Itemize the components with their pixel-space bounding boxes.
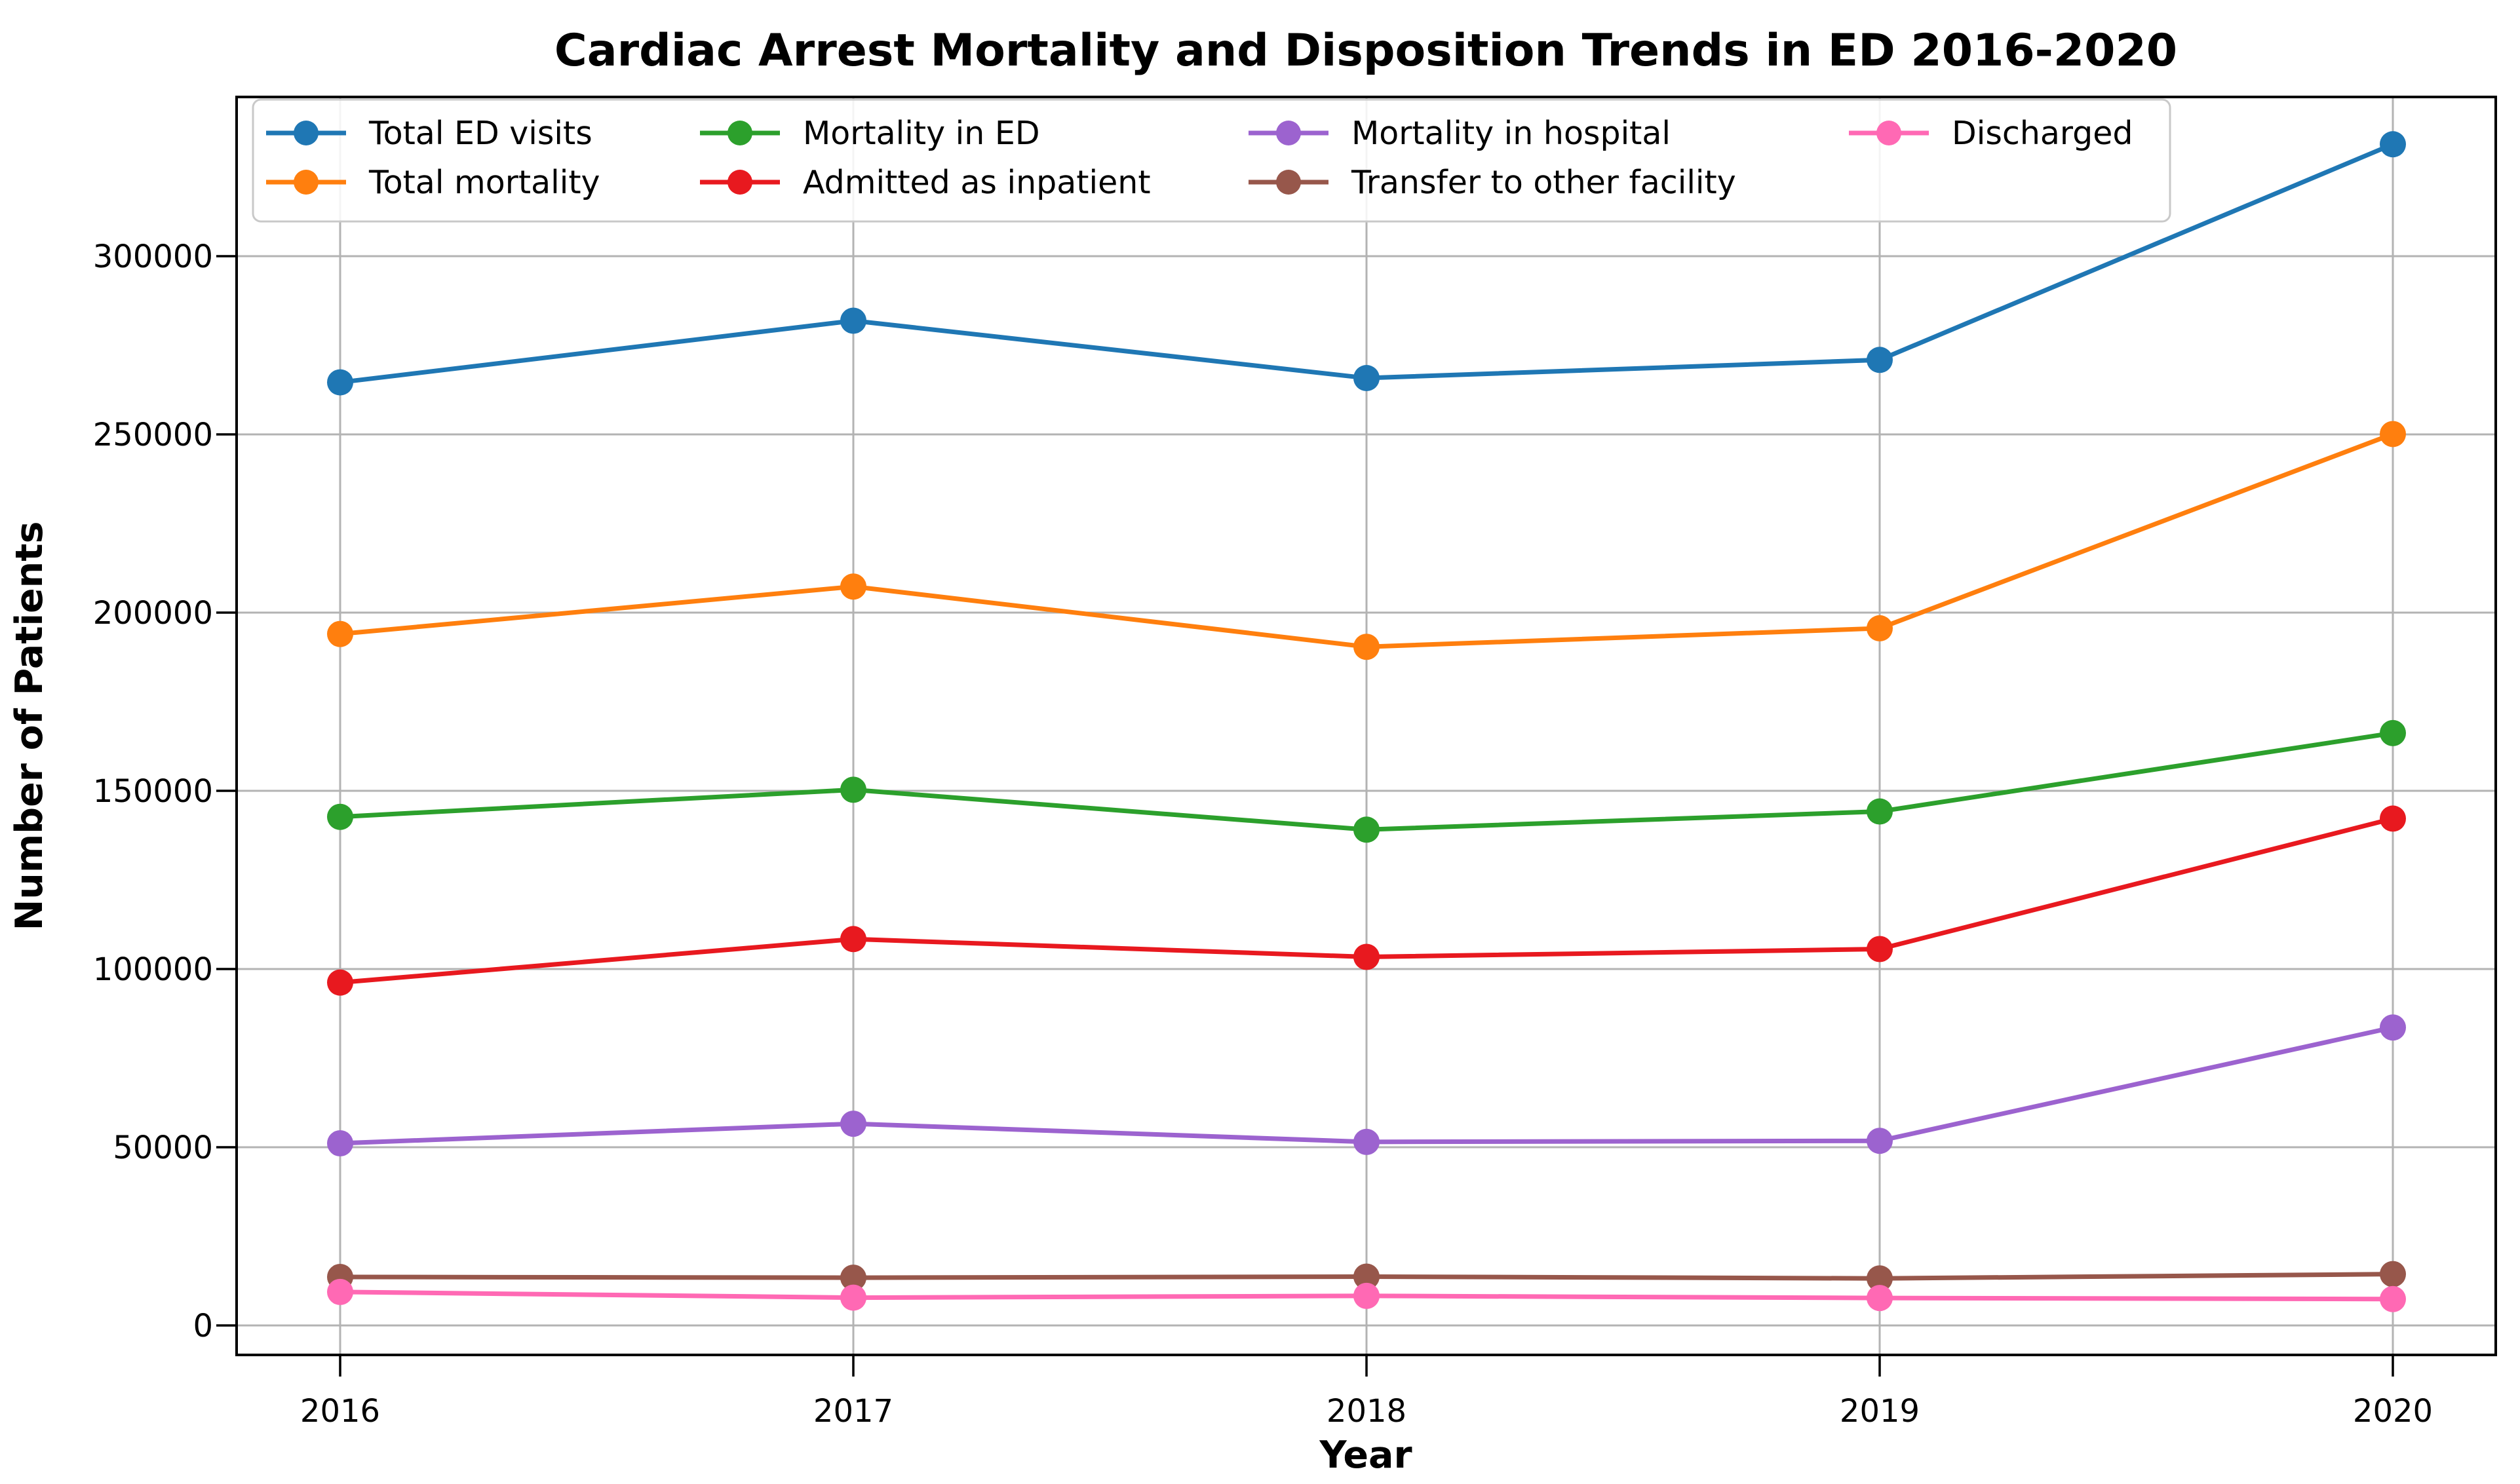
y-tick-label: 150000 xyxy=(93,773,213,810)
x-tick-label: 2017 xyxy=(813,1393,893,1430)
legend-label-transfer-to-other-facility: Transfer to other facility xyxy=(1351,164,1736,201)
legend-marker-admitted-as-inpatient xyxy=(727,170,752,195)
data-point-admitted-as-inpatient-2018 xyxy=(1353,943,1380,970)
data-point-mortality-in-ed-2017 xyxy=(840,776,866,803)
data-point-mortality-in-ed-2020 xyxy=(2380,719,2406,746)
x-tick-label: 2019 xyxy=(1840,1393,1920,1430)
data-point-total-ed-visits-2019 xyxy=(1867,347,1893,373)
y-tick-label: 100000 xyxy=(93,951,213,988)
legend-label-mortality-in-ed: Mortality in ED xyxy=(803,115,1040,152)
legend-label-admitted-as-inpatient: Admitted as inpatient xyxy=(803,164,1151,201)
series-lines xyxy=(327,131,2406,1312)
data-point-mortality-in-hospital-2018 xyxy=(1353,1128,1380,1155)
data-point-admitted-as-inpatient-2016 xyxy=(327,969,353,996)
data-point-transfer-to-other-facility-2018 xyxy=(1353,1263,1380,1290)
data-point-mortality-in-hospital-2019 xyxy=(1867,1128,1893,1154)
legend-item-mortality-in-ed: Mortality in ED xyxy=(700,115,1040,152)
legend-marker-mortality-in-ed xyxy=(727,121,752,145)
data-point-total-mortality-2020 xyxy=(2380,421,2406,447)
data-point-discharged-2017 xyxy=(840,1284,866,1311)
data-point-mortality-in-hospital-2016 xyxy=(327,1130,353,1157)
legend-marker-transfer-to-other-facility xyxy=(1276,170,1301,195)
legend-marker-mortality-in-hospital xyxy=(1276,121,1301,145)
y-tick-label: 0 xyxy=(193,1308,213,1344)
data-point-admitted-as-inpatient-2017 xyxy=(840,926,866,953)
legend: Total ED visits Total mortality Mortality … xyxy=(252,98,2171,223)
data-point-total-mortality-2018 xyxy=(1353,634,1380,660)
tick-labels: 0 50000 100000 150000 200000 250000 300000 2016… xyxy=(93,238,2433,1430)
data-point-mortality-in-hospital-2020 xyxy=(2380,1014,2406,1041)
data-point-mortality-in-hospital-2017 xyxy=(840,1111,866,1137)
axis-ticks xyxy=(216,255,2394,1377)
data-point-total-mortality-2017 xyxy=(840,573,866,600)
data-point-admitted-as-inpatient-2020 xyxy=(2380,805,2406,832)
data-point-transfer-to-other-facility-2019 xyxy=(1867,1265,1893,1292)
legend-label-total-ed-visits: Total ED visits xyxy=(368,115,592,152)
data-point-discharged-2020 xyxy=(2380,1285,2406,1312)
x-tick-label: 2020 xyxy=(2353,1393,2433,1430)
data-point-mortality-in-ed-2018 xyxy=(1353,816,1380,843)
gridlines xyxy=(237,97,2496,1355)
legend-marker-total-ed-visits xyxy=(294,121,319,145)
y-tick-label: 50000 xyxy=(113,1130,213,1166)
legend-item-discharged: Discharged xyxy=(1849,115,2133,152)
data-point-transfer-to-other-facility-2017 xyxy=(840,1265,866,1291)
legend-item-mortality-in-hospital: Mortality in hospital xyxy=(1249,115,1671,152)
data-point-total-mortality-2016 xyxy=(327,620,353,647)
data-point-total-ed-visits-2016 xyxy=(327,369,353,396)
x-tick-label: 2016 xyxy=(300,1393,380,1430)
data-point-total-mortality-2019 xyxy=(1867,615,1893,641)
y-tick-label: 250000 xyxy=(93,417,213,453)
data-point-total-ed-visits-2020 xyxy=(2380,131,2406,158)
data-point-discharged-2019 xyxy=(1867,1285,1893,1312)
data-point-mortality-in-ed-2016 xyxy=(327,803,353,830)
y-tick-label: 300000 xyxy=(93,238,213,275)
data-point-transfer-to-other-facility-2020 xyxy=(2380,1261,2406,1287)
legend-label-total-mortality: Total mortality xyxy=(368,164,600,201)
data-point-total-ed-visits-2018 xyxy=(1353,365,1380,392)
data-point-mortality-in-ed-2019 xyxy=(1867,798,1893,825)
legend-label-mortality-in-hospital: Mortality in hospital xyxy=(1351,115,1671,152)
chart-title: Cardiac Arrest Mortality and Disposition… xyxy=(554,25,2177,77)
data-point-admitted-as-inpatient-2019 xyxy=(1867,936,1893,962)
legend-marker-discharged xyxy=(1876,121,1901,145)
data-point-total-ed-visits-2017 xyxy=(840,307,866,334)
data-point-discharged-2018 xyxy=(1353,1282,1380,1309)
legend-item-total-mortality: Total mortality xyxy=(266,164,600,201)
legend-item-total-ed-visits: Total ED visits xyxy=(266,115,592,152)
legend-marker-total-mortality xyxy=(294,170,319,195)
y-tick-label: 200000 xyxy=(93,595,213,632)
plot-border xyxy=(235,96,2497,1356)
legend-item-admitted-as-inpatient: Admitted as inpatient xyxy=(700,164,1151,201)
legend-label-discharged: Discharged xyxy=(1952,115,2133,152)
data-point-discharged-2016 xyxy=(327,1278,353,1305)
legend-item-transfer-to-other-facility: Transfer to other facility xyxy=(1249,164,1736,201)
x-tick-label: 2018 xyxy=(1327,1393,1406,1430)
y-axis-label: Number of Patients xyxy=(8,522,51,931)
x-axis-label: Year xyxy=(1319,1434,1412,1477)
